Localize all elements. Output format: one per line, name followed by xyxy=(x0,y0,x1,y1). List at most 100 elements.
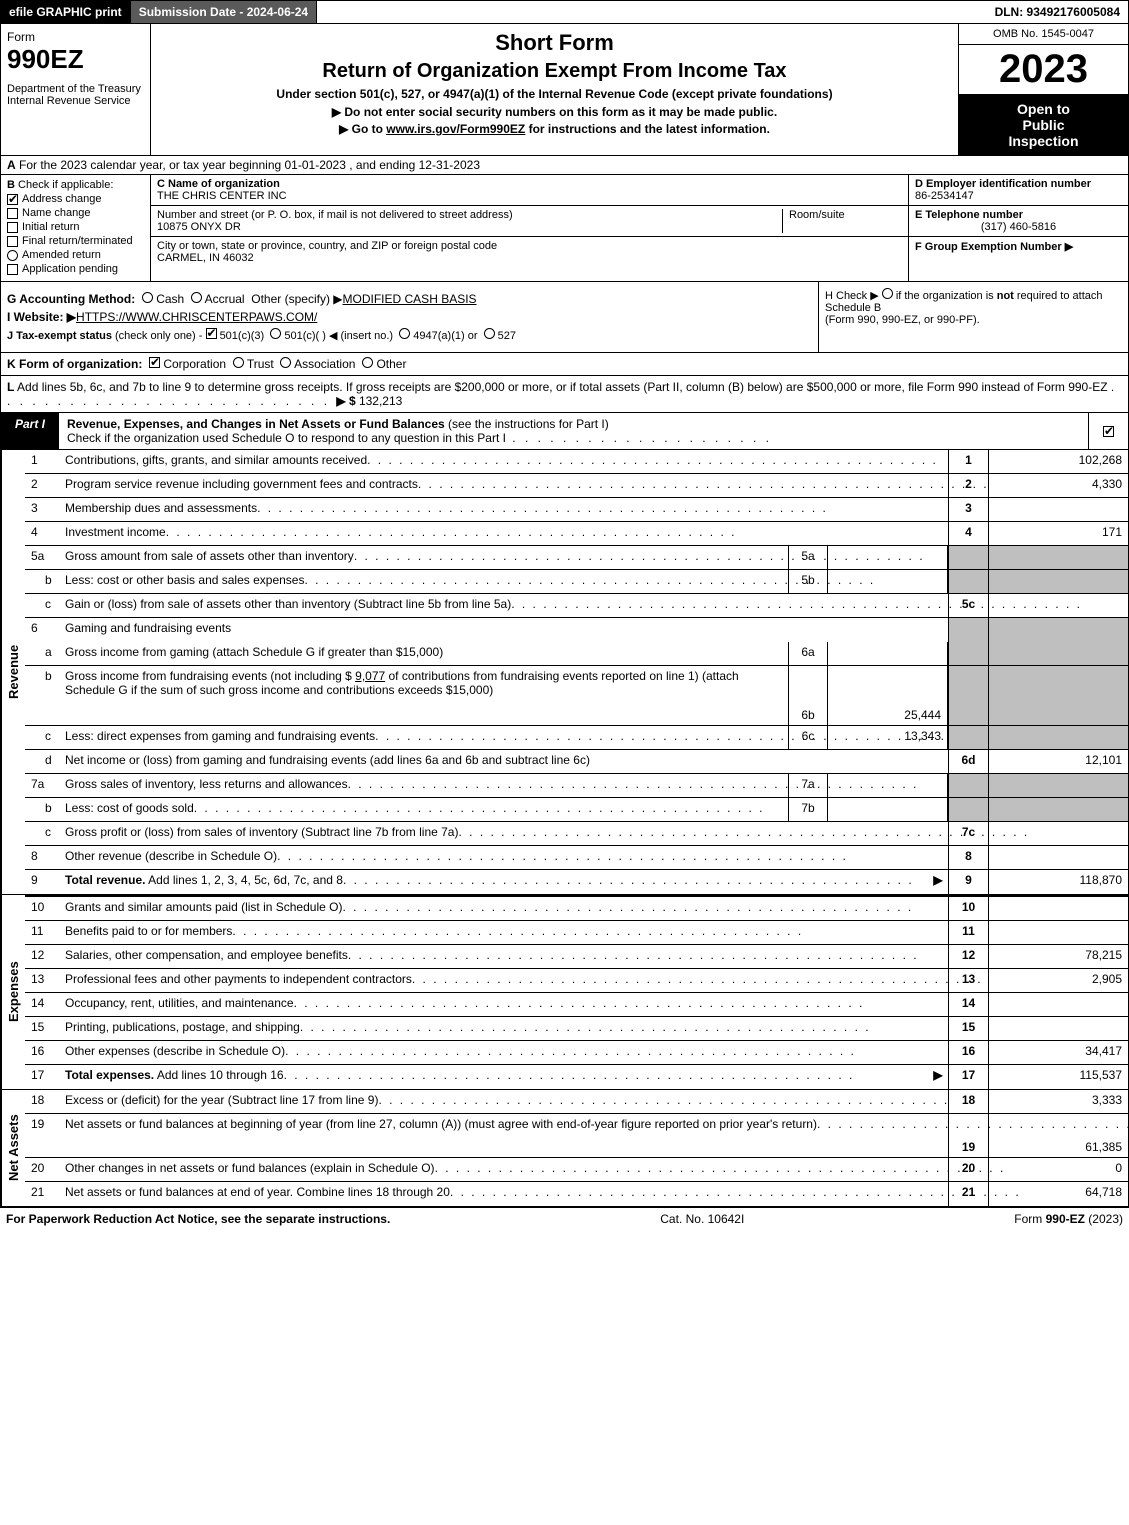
line-6c: c Less: direct expenses from gaming and … xyxy=(25,726,1128,750)
line-9: 9 Total revenue. Add lines 1, 2, 3, 4, 5… xyxy=(25,870,1128,894)
accounting-method-line: G Accounting Method: Cash Accrual Other … xyxy=(7,292,812,306)
instr-ssn: ▶ Do not enter social security numbers o… xyxy=(161,105,948,119)
chk-amended-return[interactable]: Amended return xyxy=(7,249,144,261)
radio-527[interactable] xyxy=(484,328,495,339)
radio-schedule-b[interactable] xyxy=(882,288,893,299)
website-value: HTTPS://WWW.CHRISCENTERPAWS.COM/ xyxy=(76,310,317,324)
part1-schedule-o-check[interactable] xyxy=(1088,413,1128,449)
line-6d: d Net income or (loss) from gaming and f… xyxy=(25,750,1128,774)
net-assets-side-label: Net Assets xyxy=(1,1090,25,1206)
instr-goto: ▶ Go to www.irs.gov/Form990EZ for instru… xyxy=(161,122,948,136)
line-4: 4 Investment income 4 171 xyxy=(25,522,1128,546)
header-block: Form 990EZ Department of the Treasury In… xyxy=(0,24,1129,156)
line-18-value: 3,333 xyxy=(988,1090,1128,1113)
part1-tag: Part I xyxy=(1,413,59,449)
irs-label: Internal Revenue Service xyxy=(7,95,144,107)
line-1-value: 102,268 xyxy=(988,450,1128,473)
radio-trust[interactable] xyxy=(233,357,244,368)
chk-501c3[interactable] xyxy=(206,328,217,339)
line-6a: a Gross income from gaming (attach Sched… xyxy=(25,642,1128,666)
line-17-value: 115,537 xyxy=(988,1065,1128,1089)
line-13-value: 2,905 xyxy=(988,969,1128,992)
chk-application-pending[interactable]: Application pending xyxy=(7,263,144,275)
line-12: 12 Salaries, other compensation, and emp… xyxy=(25,945,1128,969)
line-6b: b Gross income from fundraising events (… xyxy=(25,666,1128,726)
row-a-tax-year: A For the 2023 calendar year, or tax yea… xyxy=(0,156,1129,175)
line-2-value: 4,330 xyxy=(988,474,1128,497)
checkbox-icon xyxy=(7,208,18,219)
line-3: 3 Membership dues and assessments 3 xyxy=(25,498,1128,522)
line-5b: b Less: cost or other basis and sales ex… xyxy=(25,570,1128,594)
line-18: 18 Excess or (deficit) for the year (Sub… xyxy=(25,1090,1128,1114)
section-h: H Check ▶ if the organization is not req… xyxy=(818,282,1128,352)
section-bcd: B Check if applicable: Address change Na… xyxy=(0,175,1129,282)
org-street-row: Number and street (or P. O. box, if mail… xyxy=(151,206,908,237)
form-number: 990EZ xyxy=(7,44,144,75)
efile-label: efile GRAPHIC print xyxy=(1,1,131,23)
irs-link[interactable]: www.irs.gov/Form990EZ xyxy=(386,122,525,136)
line-6: 6 Gaming and fundraising events xyxy=(25,618,1128,642)
line-3-value xyxy=(988,498,1128,521)
revenue-body: 1 Contributions, gifts, grants, and simi… xyxy=(25,450,1128,894)
tax-year: 2023 xyxy=(959,45,1128,95)
form-word: Form xyxy=(7,30,144,44)
chk-name-change[interactable]: Name change xyxy=(7,207,144,219)
footer-center: Cat. No. 10642I xyxy=(660,1212,744,1226)
tax-exempt-status-line: J Tax-exempt status (check only one) - 5… xyxy=(7,328,812,342)
radio-cash[interactable] xyxy=(142,292,153,303)
room-suite: Room/suite xyxy=(782,209,902,233)
line-6d-value: 12,101 xyxy=(988,750,1128,773)
dept-treasury: Department of the Treasury xyxy=(7,83,144,95)
row-l-gross-receipts: L Add lines 5b, 6c, and 7b to line 9 to … xyxy=(0,376,1129,413)
col-d-identifiers: D Employer identification number 86-2534… xyxy=(908,175,1128,281)
net-assets-body: 18 Excess or (deficit) for the year (Sub… xyxy=(25,1090,1128,1206)
line-17: 17 Total expenses. Add lines 10 through … xyxy=(25,1065,1128,1089)
line-4-value: 171 xyxy=(988,522,1128,545)
ein-block: D Employer identification number 86-2534… xyxy=(909,175,1128,206)
line-20-value: 0 xyxy=(988,1158,1128,1181)
chk-initial-return[interactable]: Initial return xyxy=(7,221,144,233)
radio-accrual[interactable] xyxy=(191,292,202,303)
omb-number: OMB No. 1545-0047 xyxy=(959,24,1128,45)
line-16: 16 Other expenses (describe in Schedule … xyxy=(25,1041,1128,1065)
ein-value: 86-2534147 xyxy=(915,190,1122,202)
instr2-suffix: for instructions and the latest informat… xyxy=(525,122,770,136)
footer-right: Form 990-EZ (2023) xyxy=(1014,1212,1123,1226)
radio-other[interactable] xyxy=(362,357,373,368)
radio-4947[interactable] xyxy=(399,328,410,339)
chk-corporation[interactable] xyxy=(149,357,160,368)
net-assets-grid: Net Assets 18 Excess or (deficit) for th… xyxy=(0,1090,1129,1207)
line-10: 10 Grants and similar amounts paid (list… xyxy=(25,897,1128,921)
letter-a: A xyxy=(7,158,16,172)
line-1: 1 Contributions, gifts, grants, and simi… xyxy=(25,450,1128,474)
revenue-side-label: Revenue xyxy=(1,450,25,894)
group-exemption-block: F Group Exemption Number ▶ xyxy=(909,237,1128,281)
telephone-block: E Telephone number (317) 460-5816 xyxy=(909,206,1128,237)
top-bar: efile GRAPHIC print Submission Date - 20… xyxy=(0,0,1129,24)
spacer xyxy=(317,1,986,23)
line-19: 19 Net assets or fund balances at beginn… xyxy=(25,1114,1128,1158)
radio-association[interactable] xyxy=(280,357,291,368)
instr2-prefix: ▶ Go to xyxy=(339,122,386,136)
checkbox-icon xyxy=(7,264,18,275)
radio-501c[interactable] xyxy=(270,328,281,339)
dln-label: DLN: 93492176005084 xyxy=(987,1,1128,23)
line-7c: c Gross profit or (loss) from sales of i… xyxy=(25,822,1128,846)
line-16-value: 34,417 xyxy=(988,1041,1128,1064)
ghij-left: G Accounting Method: Cash Accrual Other … xyxy=(1,282,818,352)
line-2: 2 Program service revenue including gove… xyxy=(25,474,1128,498)
line-12-value: 78,215 xyxy=(988,945,1128,968)
org-name-value: THE CHRIS CENTER INC xyxy=(157,190,902,202)
chk-address-change[interactable]: Address change xyxy=(7,193,144,205)
accounting-other-value: MODIFIED CASH BASIS xyxy=(343,292,477,306)
chk-final-return[interactable]: Final return/terminated xyxy=(7,235,144,247)
expenses-grid: Expenses 10 Grants and similar amounts p… xyxy=(0,895,1129,1090)
line-20: 20 Other changes in net assets or fund b… xyxy=(25,1158,1128,1182)
return-title: Return of Organization Exempt From Incom… xyxy=(161,60,948,83)
line-14: 14 Occupancy, rent, utilities, and maint… xyxy=(25,993,1128,1017)
page-footer: For Paperwork Reduction Act Notice, see … xyxy=(0,1207,1129,1230)
part1-title: Revenue, Expenses, and Changes in Net As… xyxy=(59,413,1088,449)
org-street-value: 10875 ONYX DR xyxy=(157,221,782,233)
checkbox-icon xyxy=(7,236,18,247)
checkbox-icon xyxy=(7,194,18,205)
